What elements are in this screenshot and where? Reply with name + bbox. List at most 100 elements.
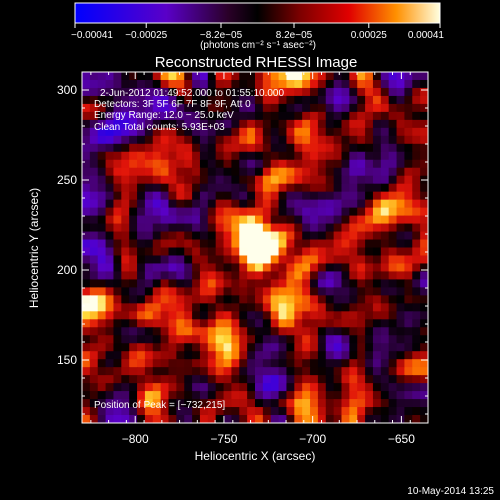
heatmap-cell [121,111,130,121]
heatmap-cell [365,79,374,89]
heatmap-cell [325,143,335,153]
heatmap-cell [380,303,390,312]
heatmap-cell [223,231,233,241]
heatmap-cell [357,223,366,233]
heatmap-cell [223,103,233,113]
heatmap-cell [420,127,428,137]
heatmap-cell [105,375,115,384]
heatmap-cell [144,255,154,265]
heatmap-cell [192,415,201,423]
heatmap-cell [270,407,280,416]
heatmap-cell [388,95,398,105]
heatmap-cell [278,263,288,273]
heatmap-cell [199,383,209,392]
heatmap-cell [239,72,248,81]
heatmap-cell [184,143,193,153]
heatmap-cell [152,335,162,344]
heatmap-cell [349,135,358,145]
heatmap-cell [82,255,91,265]
heatmap-cell [184,343,193,352]
heatmap-cell [223,191,233,201]
heatmap-cell [207,279,217,288]
heatmap-cell [357,79,366,89]
heatmap-cell [380,183,390,193]
heatmap-cell [270,343,280,352]
heatmap-cell [247,135,256,145]
heatmap-cell [89,79,99,89]
heatmap-cell [286,415,295,423]
heatmap-cell [420,119,428,129]
heatmap-cell [325,407,335,416]
heatmap-cell [333,95,343,105]
heatmap-cell [365,231,374,241]
heatmap-cell [270,383,280,392]
heatmap-cell [420,367,428,376]
heatmap-cell [302,367,311,376]
heatmap-cell [144,151,154,161]
heatmap-cell [365,167,374,177]
heatmap-cell [160,79,170,89]
heatmap-cell [184,335,193,344]
heatmap-cell [325,367,335,376]
heatmap-cell [286,223,295,233]
heatmap-cell [372,119,382,129]
heatmap-cell [199,375,209,384]
heatmap-cell [380,327,390,336]
annotation-clean-counts: Clean Total counts: 5.93E+03 [94,122,225,133]
heatmap-cell [262,151,272,161]
heatmap-cell [121,375,130,384]
heatmap-cell [317,407,327,416]
heatmap-cell [317,79,327,89]
heatmap-cell [349,207,358,217]
heatmap-cell [420,143,428,153]
heatmap-cell [286,207,295,217]
heatmap-cell [333,375,343,384]
heatmap-cell [82,303,91,312]
heatmap-cell [160,95,170,105]
heatmap-cell [89,143,99,153]
heatmap-cell [247,375,256,384]
heatmap-cell [231,199,240,209]
heatmap-cell [184,279,193,288]
heatmap-cell [302,351,311,360]
heatmap-cell [215,247,225,257]
heatmap-cell [365,183,374,193]
heatmap-cell [137,311,146,320]
heatmap-cell [262,143,272,153]
heatmap-cell [129,79,138,89]
heatmap-cell [239,391,248,400]
heatmap-cell [152,167,162,177]
heatmap-cell [137,375,146,384]
heatmap-cell [160,319,170,328]
heatmap-cell [262,367,272,376]
heatmap-cell [97,207,107,217]
heatmap-cell [325,159,335,169]
heatmap-cell [380,199,390,209]
heatmap-cell [262,303,272,312]
heatmap-cell [231,271,240,281]
heatmap-cell [302,95,311,105]
heatmap-cell [380,87,390,97]
heatmap-cell [341,295,350,304]
heatmap-cell [294,279,303,288]
heatmap-cell [176,159,185,169]
heatmap-cell [270,247,280,257]
heatmap-cell [380,295,390,304]
heatmap-cell [223,215,233,225]
heatmap-cell [286,287,295,296]
heatmap-cell [357,72,366,81]
heatmap-cell [396,151,406,161]
heatmap-cell [184,287,193,296]
heatmap-cell [294,239,303,249]
heatmap-cell [97,247,107,257]
heatmap-cell [357,87,366,97]
heatmap-cell [380,79,390,89]
heatmap-cell [380,359,390,368]
heatmap-cell [380,263,390,273]
heatmap-cell [215,143,225,153]
heatmap-cell [372,167,382,177]
heatmap-cell [255,95,264,105]
heatmap-cell [215,271,225,281]
heatmap-cell [82,231,91,241]
heatmap-cell [184,311,193,320]
